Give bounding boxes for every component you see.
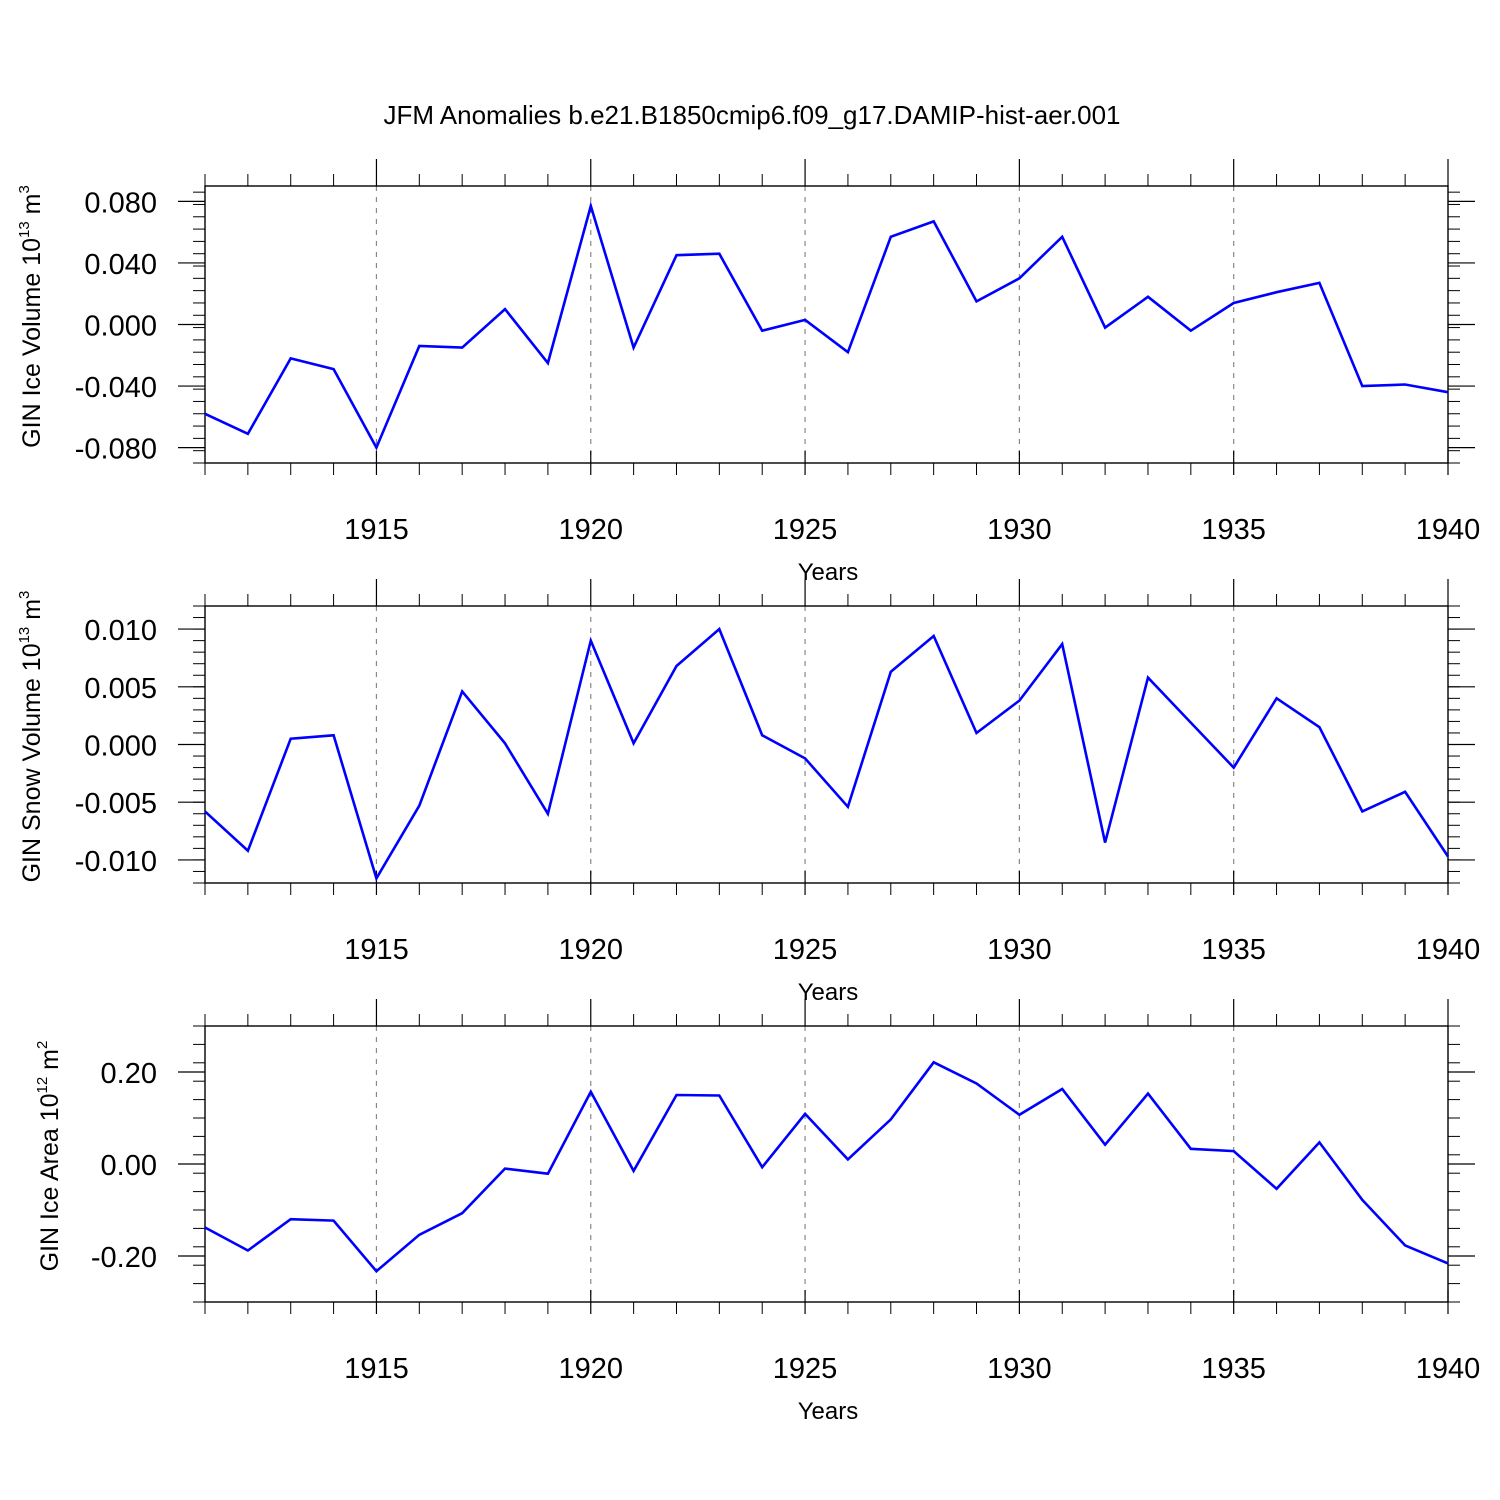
y-label-text: GIN Ice Volume 10 (18, 238, 46, 448)
y-tick-label: -0.005 (75, 788, 157, 820)
y-label-unit-exponent: 3 (16, 185, 33, 193)
y-axis-label: GIN Ice Volume 1013 m3 (16, 185, 46, 448)
y-label-unit: m (18, 194, 46, 222)
y-label-unit-exponent: 3 (16, 591, 33, 599)
y-label-exponent: 13 (16, 627, 33, 644)
x-tick-label: 1920 (559, 1353, 624, 1385)
plot-frame (204, 605, 1449, 884)
y-label-text: GIN Ice Area 10 (36, 1093, 64, 1271)
plot-frame (204, 185, 1449, 464)
x-tick-label: 1940 (1416, 514, 1481, 546)
x-tick-label: 1930 (987, 934, 1052, 966)
y-label-exponent: 13 (16, 221, 33, 238)
panels: -0.080 -0.040 0.000 0.040 0.080 1915 1920 1925 1… (16, 159, 1480, 1425)
x-tick-label: 1915 (344, 514, 409, 546)
plot-frame (204, 1025, 1449, 1303)
y-label-unit-exponent: 2 (34, 1041, 51, 1049)
x-axis-label: Years (798, 979, 859, 1006)
y-axis-label: GIN Ice Area 1012 m2 (34, 1041, 64, 1272)
y-tick-label: 0.000 (84, 731, 157, 763)
series-line (204, 1060, 1449, 1274)
y-tick-label: 0.010 (84, 615, 157, 647)
x-tick-label: 1940 (1416, 1353, 1481, 1385)
x-tick-label: 1925 (773, 934, 838, 966)
x-tick-label: 1925 (773, 1353, 838, 1385)
y-tick-label: 0.040 (84, 249, 157, 281)
y-tick-label: -0.040 (75, 372, 157, 404)
x-tick-label: 1935 (1201, 514, 1266, 546)
y-tick-label: -0.20 (91, 1242, 157, 1274)
x-axis-label: Years (798, 1398, 859, 1425)
y-tick-label: -0.080 (75, 434, 157, 466)
series-line (204, 201, 1449, 451)
x-tick-label: 1920 (559, 934, 624, 966)
y-tick-label: 0.000 (84, 311, 157, 343)
y-tick-label: -0.010 (75, 846, 157, 878)
x-tick-label: 1930 (987, 514, 1052, 546)
panel-1: -0.080 -0.040 0.000 0.040 0.080 1915 1920 1925 1… (16, 159, 1480, 586)
y-label-exponent: 12 (34, 1077, 51, 1094)
y-tick-label: 0.080 (84, 187, 157, 219)
x-tick-label: 1930 (987, 1353, 1052, 1385)
panel-2: -0.010 -0.005 0.000 0.005 0.010 1915 1920 1925 1… (16, 579, 1480, 1006)
y-tick-label: 0.005 (84, 673, 157, 705)
y-tick-label: 0.00 (101, 1150, 157, 1182)
y-axis-label: GIN Snow Volume 1013 m3 (16, 591, 46, 883)
y-tick-label: 0.20 (101, 1058, 157, 1090)
x-tick-label: 1915 (344, 934, 409, 966)
panel-3: -0.20 0.00 0.20 1915 1920 1925 1930 1935 1940 Yea… (34, 999, 1480, 1425)
x-axis-label: Years (798, 559, 859, 586)
chart-title: JFM Anomalies b.e21.B1850cmip6.f09_g17.D… (383, 100, 1120, 130)
x-tick-label: 1935 (1201, 934, 1266, 966)
y-label-text: GIN Snow Volume 10 (18, 643, 46, 882)
x-tick-label: 1915 (344, 1353, 409, 1385)
x-tick-label: 1940 (1416, 934, 1481, 966)
x-tick-label: 1920 (559, 514, 624, 546)
x-tick-label: 1935 (1201, 1353, 1266, 1385)
series-line (204, 626, 1450, 882)
y-label-unit: m (36, 1049, 64, 1077)
x-tick-label: 1925 (773, 514, 838, 546)
y-label-unit: m (18, 599, 46, 627)
